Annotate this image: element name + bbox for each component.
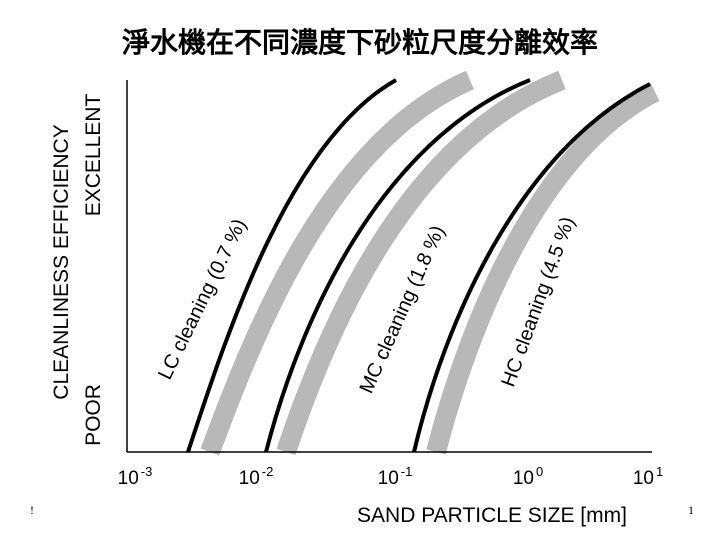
x-tick-label: 10 0 bbox=[513, 464, 543, 489]
tick-exponent: 1 bbox=[656, 464, 663, 479]
tick-exponent: 0 bbox=[536, 464, 543, 479]
hc-band bbox=[426, 83, 660, 455]
y-axis-low: POOR bbox=[82, 384, 105, 446]
x-ticks: 10 -3 10 -2 10 -1 10 0 10 1 bbox=[118, 464, 664, 489]
mc-band bbox=[276, 70, 566, 456]
slide-title: 淨水機在不同濃度下砂粒尺度分離效率 bbox=[122, 26, 598, 59]
tick-exponent: -2 bbox=[262, 464, 274, 479]
x-tick-label: 10 -3 bbox=[118, 464, 153, 489]
page-number: 1 bbox=[688, 503, 694, 517]
mc-curve bbox=[264, 78, 531, 453]
y-axis-high: EXCELLENT bbox=[82, 94, 105, 217]
tick-base: 10 bbox=[513, 468, 534, 489]
footer-mark: ! bbox=[30, 503, 34, 517]
tick-base: 10 bbox=[239, 468, 260, 489]
x-tick-label: 10 -2 bbox=[239, 464, 274, 489]
x-tick-label: 10 1 bbox=[633, 464, 663, 489]
tick-base: 10 bbox=[118, 468, 139, 489]
hc-curve bbox=[412, 82, 651, 453]
tick-base: 10 bbox=[633, 468, 654, 489]
lc-curve bbox=[186, 78, 397, 453]
y-axis-title: CLEANLINESS EFFICIENCY bbox=[50, 124, 73, 399]
tick-exponent: -1 bbox=[401, 464, 413, 479]
x-tick-label: 10 -1 bbox=[378, 464, 413, 489]
x-axis-title: SAND PARTICLE SIZE [mm] bbox=[357, 504, 627, 527]
tick-exponent: -3 bbox=[141, 464, 153, 479]
lc-band bbox=[200, 70, 474, 456]
tick-base: 10 bbox=[378, 468, 399, 489]
plot: LC cleaning (0.7 %) MC cleaning (1.8 %) … bbox=[126, 70, 660, 456]
